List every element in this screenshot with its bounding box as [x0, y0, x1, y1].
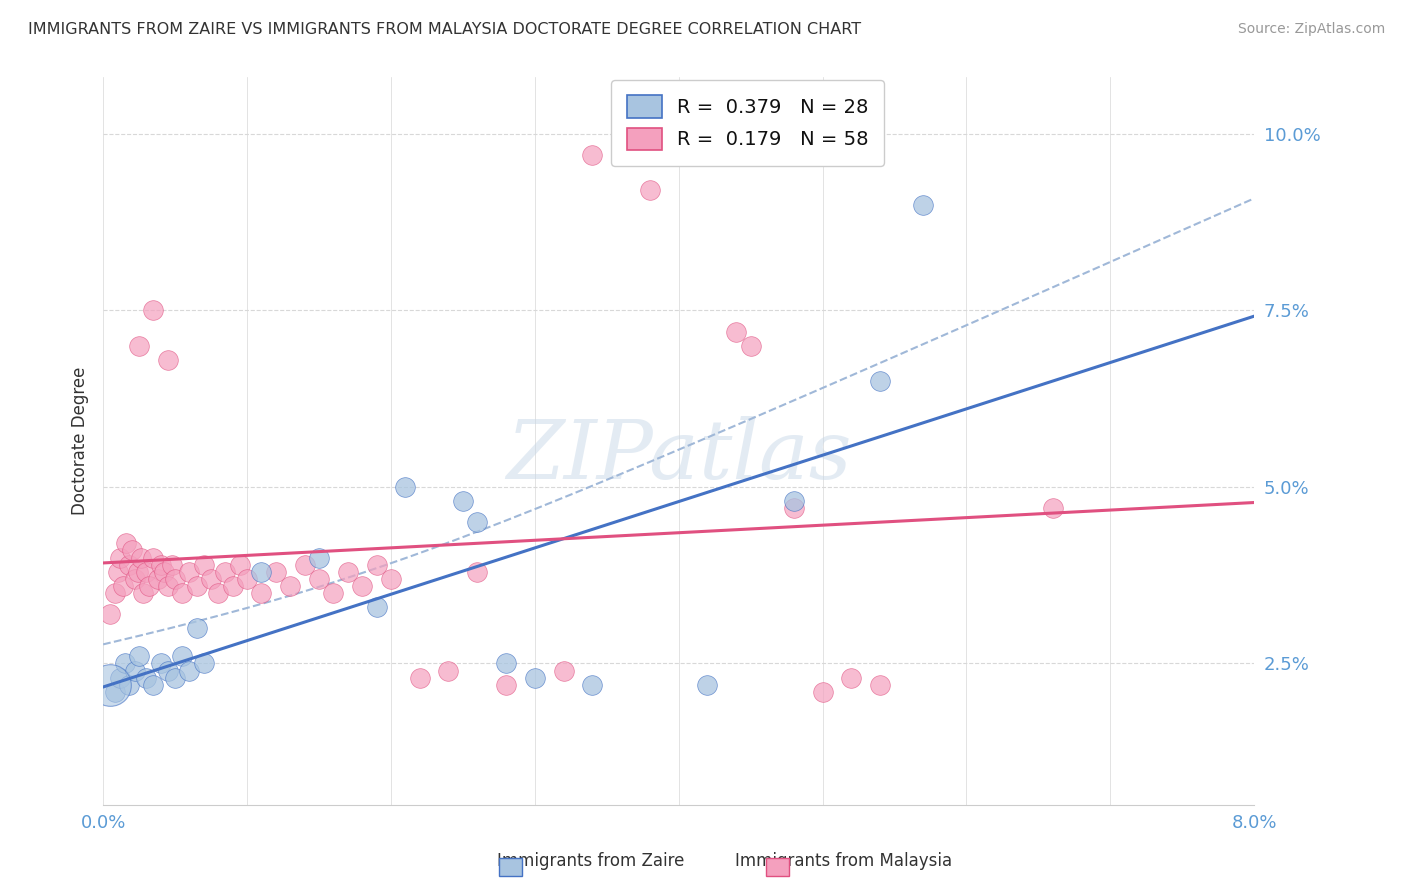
Point — [132, 586, 155, 600]
Point — [352, 579, 374, 593]
Point — [179, 565, 201, 579]
Point — [135, 565, 157, 579]
Point — [278, 579, 301, 593]
Point — [638, 183, 661, 197]
Point — [380, 572, 402, 586]
Point — [107, 565, 129, 579]
Point — [112, 579, 135, 593]
Point — [264, 565, 287, 579]
Point — [104, 586, 127, 600]
Point — [172, 649, 194, 664]
Point — [115, 536, 138, 550]
Point — [214, 565, 236, 579]
Point — [523, 671, 546, 685]
Point — [172, 586, 194, 600]
Point — [118, 678, 141, 692]
Point — [110, 671, 132, 685]
Point — [740, 339, 762, 353]
Point — [118, 558, 141, 572]
Point — [465, 565, 488, 579]
Point — [869, 374, 891, 388]
Point — [98, 607, 121, 621]
Point — [366, 599, 388, 614]
Point — [186, 621, 208, 635]
Point — [322, 586, 344, 600]
Point — [294, 558, 316, 572]
Point — [149, 657, 172, 671]
Point — [121, 543, 143, 558]
Point — [110, 550, 132, 565]
Point — [495, 678, 517, 692]
Point — [221, 579, 243, 593]
Text: ZIPatlas: ZIPatlas — [506, 416, 852, 496]
Legend: R =  0.379   N = 28, R =  0.179   N = 58: R = 0.379 N = 28, R = 0.179 N = 58 — [612, 80, 884, 166]
Point — [142, 678, 165, 692]
Point — [165, 572, 187, 586]
Point — [124, 572, 146, 586]
Point — [394, 480, 416, 494]
Text: Source: ZipAtlas.com: Source: ZipAtlas.com — [1237, 22, 1385, 37]
Point — [408, 671, 430, 685]
Point — [129, 550, 152, 565]
Point — [783, 501, 806, 516]
Point — [1042, 501, 1064, 516]
Point — [127, 565, 149, 579]
Point — [451, 494, 474, 508]
Point — [200, 572, 222, 586]
Point — [135, 671, 157, 685]
Text: Immigrants from Malaysia: Immigrants from Malaysia — [735, 852, 952, 870]
Point — [869, 678, 891, 692]
Point — [465, 515, 488, 529]
Point — [128, 339, 150, 353]
Point — [142, 550, 165, 565]
Point — [114, 657, 136, 671]
Point — [156, 579, 179, 593]
Point — [138, 579, 160, 593]
Point — [156, 352, 179, 367]
Point — [229, 558, 252, 572]
Point — [811, 684, 834, 698]
Point — [366, 558, 388, 572]
Point — [250, 565, 273, 579]
Point — [142, 303, 165, 318]
Point — [495, 657, 517, 671]
Point — [553, 664, 575, 678]
Point — [149, 558, 172, 572]
Point — [160, 558, 183, 572]
Point — [250, 586, 273, 600]
Text: IMMIGRANTS FROM ZAIRE VS IMMIGRANTS FROM MALAYSIA DOCTORATE DEGREE CORRELATION C: IMMIGRANTS FROM ZAIRE VS IMMIGRANTS FROM… — [28, 22, 862, 37]
Point — [581, 678, 603, 692]
Point — [783, 494, 806, 508]
Point — [128, 649, 150, 664]
Point — [308, 550, 330, 565]
Point — [207, 586, 229, 600]
Point — [193, 657, 215, 671]
Point — [104, 684, 127, 698]
Point — [156, 664, 179, 678]
Point — [165, 671, 187, 685]
Point — [841, 671, 863, 685]
Point — [308, 572, 330, 586]
Point — [581, 148, 603, 162]
Point — [152, 565, 174, 579]
Point — [912, 197, 935, 211]
Point — [336, 565, 359, 579]
Y-axis label: Doctorate Degree: Doctorate Degree — [72, 367, 89, 516]
Point — [193, 558, 215, 572]
Text: Immigrants from Zaire: Immigrants from Zaire — [496, 852, 685, 870]
Point — [98, 678, 121, 692]
Point — [437, 664, 460, 678]
Point — [124, 664, 146, 678]
Point — [725, 325, 748, 339]
Point — [186, 579, 208, 593]
Point — [146, 572, 169, 586]
Point — [696, 678, 718, 692]
Point — [179, 664, 201, 678]
Point — [236, 572, 259, 586]
